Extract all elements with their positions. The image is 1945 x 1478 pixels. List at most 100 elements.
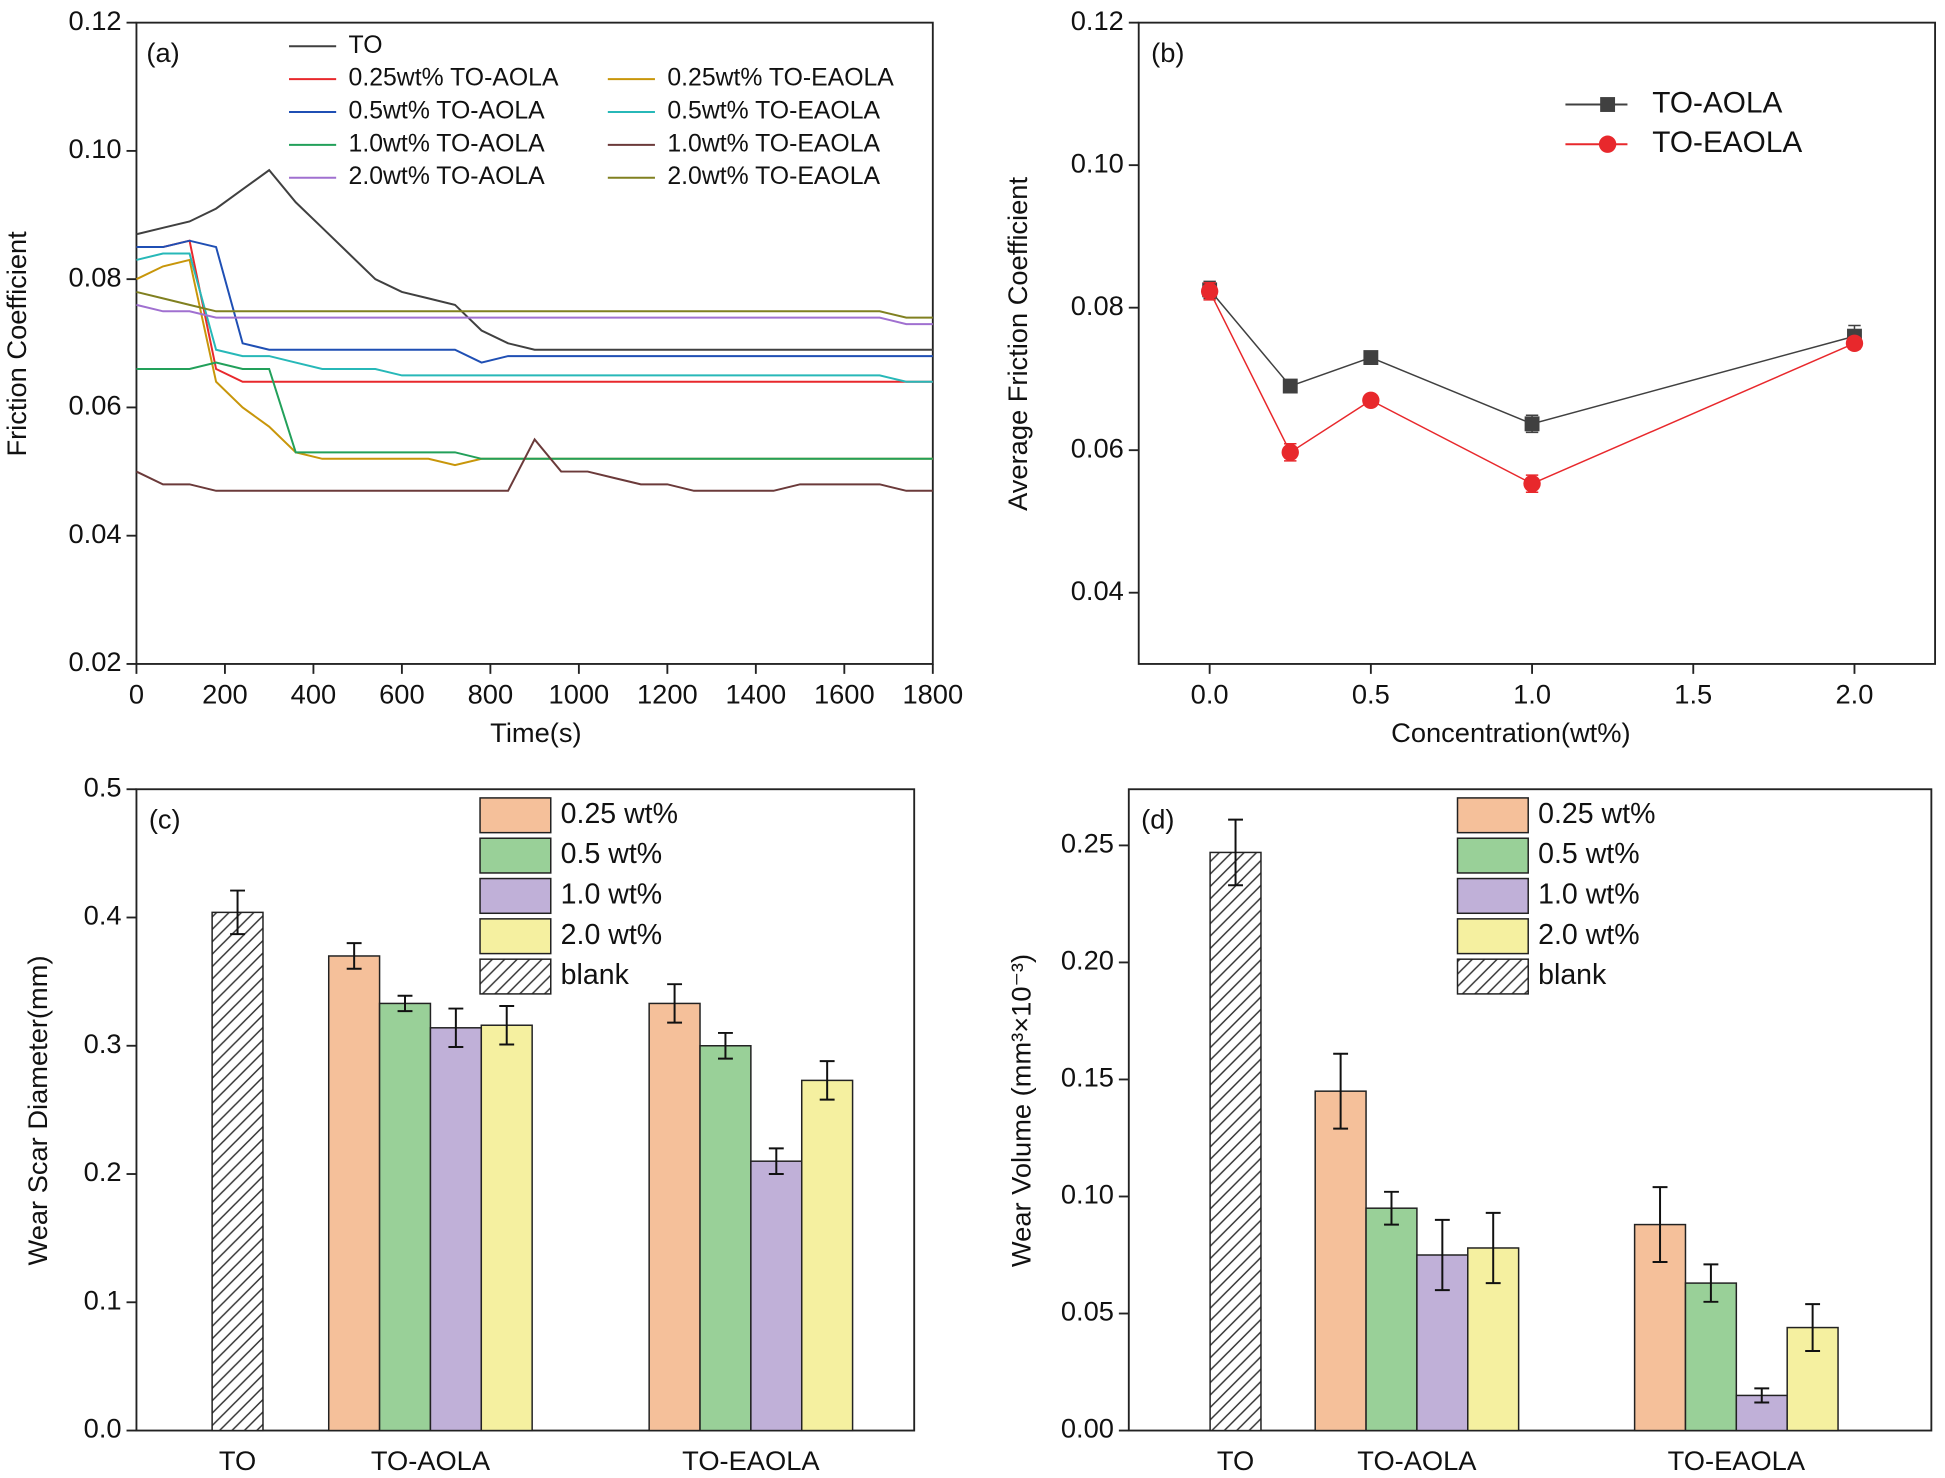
x-tick-label: 0.0 xyxy=(1191,678,1229,709)
x-tick-label: 400 xyxy=(291,678,336,709)
marker xyxy=(1524,416,1540,432)
x-tick-label: 1000 xyxy=(549,678,610,709)
legend-label: 0.25 wt% xyxy=(1538,798,1655,830)
bar xyxy=(1684,1282,1738,1432)
y-tick-label: 0.3 xyxy=(84,1028,122,1059)
series-line xyxy=(136,239,933,364)
y-tick-label: 0.04 xyxy=(68,518,121,549)
x-tick-label: 2.0 xyxy=(1836,678,1874,709)
series-line xyxy=(1209,290,1855,485)
x-axis-label: Time(s) xyxy=(490,717,581,748)
y-tick-label: 0.25 xyxy=(1061,828,1114,859)
bar xyxy=(211,911,264,1432)
x-tick-label: TO-EAOLA xyxy=(1668,1445,1806,1476)
bar xyxy=(480,1024,533,1432)
legend-swatch xyxy=(479,918,552,955)
legend-label: TO-AOLA xyxy=(1652,86,1782,119)
legend-marker xyxy=(1600,97,1616,112)
x-tick-label: TO-AOLA xyxy=(1357,1445,1477,1476)
y-axis-label: Average Friction Coefficient xyxy=(1002,177,1033,511)
x-tick-label: 200 xyxy=(202,678,247,709)
bar xyxy=(1786,1326,1839,1432)
marker xyxy=(1523,474,1541,493)
x-tick-label: 0.5 xyxy=(1352,678,1390,709)
legend-label: 0.5wt% TO-AOLA xyxy=(349,98,546,125)
bar xyxy=(378,1002,432,1432)
legend-marker xyxy=(1598,135,1617,153)
error-bar xyxy=(1754,1387,1770,1404)
bar xyxy=(327,955,381,1432)
x-tick-label: TO-AOLA xyxy=(371,1445,491,1476)
plot-frame xyxy=(135,21,934,665)
panel-label: (b) xyxy=(1151,37,1184,68)
legend-label: 0.25wt% TO-AOLA xyxy=(349,65,559,92)
legend-swatch xyxy=(1456,837,1529,874)
error-bar xyxy=(1652,1186,1668,1264)
legend-label: 1.0 wt% xyxy=(1538,878,1639,910)
x-tick-label: TO-EAOLA xyxy=(682,1445,820,1476)
x-tick-label: 1400 xyxy=(726,678,787,709)
series-line xyxy=(136,361,933,460)
error-bar xyxy=(718,1031,733,1060)
legend-label: 0.5 wt% xyxy=(1538,838,1639,870)
legend-label: 2.0 wt% xyxy=(1538,919,1639,951)
y-tick-label: 0.12 xyxy=(68,5,121,36)
series-line xyxy=(136,252,933,383)
bar xyxy=(750,1160,803,1432)
y-tick-label: 0.2 xyxy=(84,1156,122,1187)
plot-frame xyxy=(1127,788,1933,1432)
y-tick-label: 0.10 xyxy=(68,133,121,164)
bar xyxy=(1314,1090,1367,1432)
error-bar xyxy=(768,1147,784,1176)
x-tick-label: 1.5 xyxy=(1674,678,1712,709)
error-bar xyxy=(1434,1218,1450,1292)
x-tick-label: 1.0 xyxy=(1513,678,1551,709)
panel-label: (c) xyxy=(149,804,181,835)
error-bar xyxy=(1384,1190,1399,1226)
error-bar xyxy=(1228,818,1243,887)
series-line xyxy=(1209,289,1855,425)
y-axis-label: Wear Volume (mm³×10⁻³) xyxy=(1006,954,1037,1267)
marker xyxy=(1281,443,1299,462)
y-tick-label: 0.20 xyxy=(1061,945,1114,976)
x-tick-label: 1200 xyxy=(637,678,698,709)
legend-label: 0.25wt% TO-EAOLA xyxy=(667,65,894,92)
series-line xyxy=(136,437,933,492)
y-tick-label: 0.08 xyxy=(1071,290,1124,321)
legend-swatch xyxy=(1456,918,1529,955)
y-tick-label: 0.1 xyxy=(84,1284,122,1315)
series-line xyxy=(136,303,933,326)
error-bar xyxy=(1485,1211,1501,1285)
legend-swatch xyxy=(1456,797,1529,834)
series-line xyxy=(136,258,933,467)
x-tick-label: 1800 xyxy=(902,678,963,709)
legend-label: TO xyxy=(349,32,383,59)
legend-swatch xyxy=(1456,877,1529,915)
bar xyxy=(800,1079,854,1432)
legend-label: TO-EAOLA xyxy=(1652,126,1802,159)
y-tick-label: 0.10 xyxy=(1061,1179,1114,1210)
error-bar xyxy=(1703,1263,1719,1303)
legend-swatch xyxy=(1456,958,1529,995)
legend-label: 0.5wt% TO-EAOLA xyxy=(667,98,880,125)
y-tick-label: 0.15 xyxy=(1061,1062,1114,1093)
error-bar xyxy=(1805,1303,1821,1352)
y-tick-label: 0.12 xyxy=(1071,5,1124,36)
legend-swatch xyxy=(479,837,552,874)
bar xyxy=(1365,1207,1418,1432)
panel-label: (d) xyxy=(1141,804,1174,835)
legend-label: 1.0 wt% xyxy=(561,878,662,910)
bar xyxy=(699,1045,752,1432)
y-tick-label: 0.00 xyxy=(1061,1413,1114,1444)
legend-label: 2.0wt% TO-AOLA xyxy=(349,163,546,190)
legend-swatch xyxy=(479,877,552,915)
y-tick-label: 0.0 xyxy=(84,1413,122,1444)
y-tick-label: 0.06 xyxy=(1071,432,1124,463)
bar xyxy=(648,1002,701,1432)
marker xyxy=(1845,334,1864,352)
legend-label: 1.0wt% TO-AOLA xyxy=(349,130,546,157)
x-tick-label: TO xyxy=(1217,1445,1254,1476)
legend-label: 2.0wt% TO-EAOLA xyxy=(667,163,880,190)
error-bar xyxy=(667,983,683,1024)
y-axis-label: Friction Coefficient xyxy=(1,231,32,457)
